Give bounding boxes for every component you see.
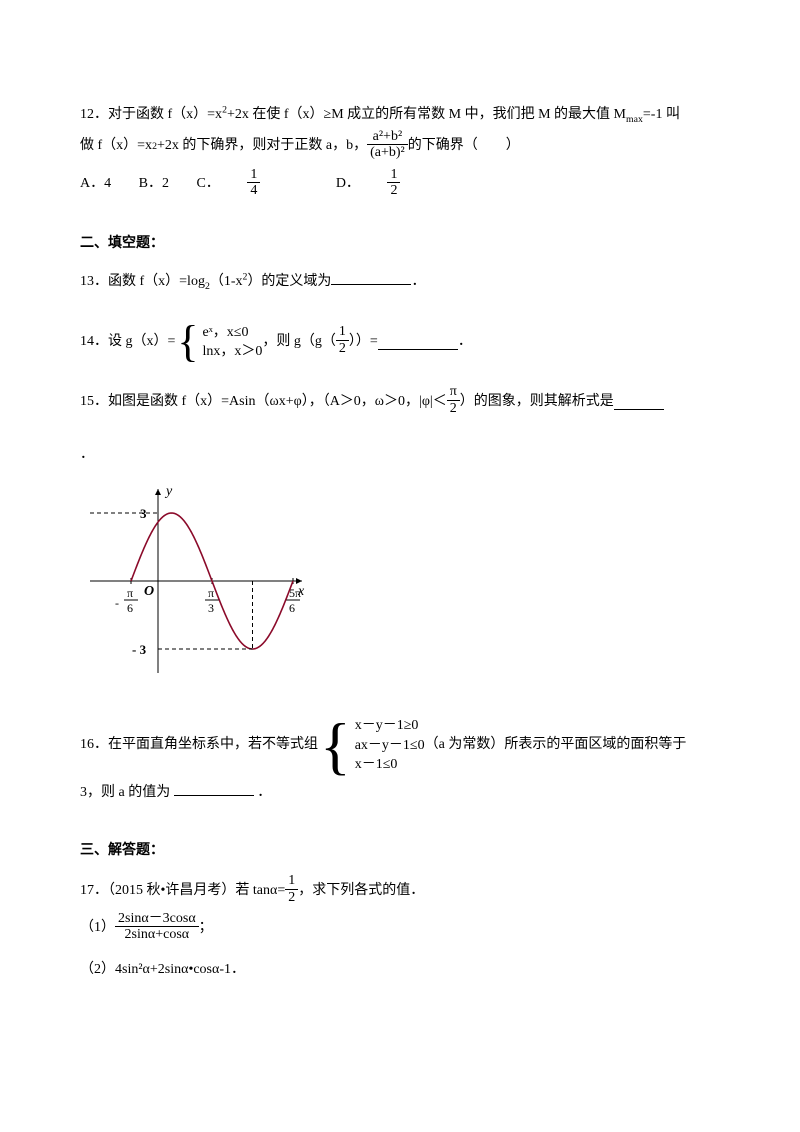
q12-line2: 做 f（x）=x2+2x 的下确界，则对于正数 a，b， a²+b² (a+b)…	[80, 131, 720, 163]
q16-line2-row: 3，则 a 的值为 ．	[80, 778, 720, 809]
q12-optc-frac: 1 4	[247, 167, 284, 199]
q17-frac-den: 2	[285, 890, 298, 905]
q15-frac-num: π	[447, 384, 460, 400]
question-14: 14．设 g（x）= { eˣ，x≤0 lnx，x＞0 ，则 g（g（ 1 2 …	[80, 320, 720, 364]
q16-c2: ax－y－1≤0	[355, 736, 425, 756]
q17-part2: （2）4sin²α+2sinα•cosα-1．	[80, 955, 720, 986]
q14-frac-num: 1	[336, 324, 349, 340]
question-17: 17．（2015 秋•许昌月考）若 tanα= 1 2 ，求下列各式的值． （1…	[80, 875, 720, 985]
q16-pre: 16．在平面直角坐标系中，若不等式组	[80, 730, 318, 761]
q12-optd-frac: 1 2	[387, 167, 424, 199]
q16-dot: ．	[257, 785, 271, 800]
svg-text:- 3: - 3	[132, 642, 147, 657]
q14-frac-den: 2	[336, 341, 349, 356]
q12-optd-den: 2	[387, 183, 400, 198]
q15-end: ）的图象，则其解析式是	[460, 387, 614, 418]
q16-suf: （a 为常数）所表示的平面区域的面积等于	[425, 730, 687, 761]
svg-text:6: 6	[289, 601, 295, 615]
q12-optd-label: D．	[336, 169, 360, 200]
q17-line1: 17．（2015 秋•许昌月考）若 tanα= 1 2 ，求下列各式的值．	[80, 875, 720, 907]
brace-icon: {	[320, 714, 351, 778]
section-2-title: 二、填空题：	[80, 229, 720, 260]
svg-text:π: π	[127, 586, 133, 600]
q12-opt-b: B．2	[139, 169, 169, 200]
q12-frac-num: a²+b²	[367, 129, 408, 145]
q14-dot: ．	[458, 327, 472, 358]
q13-pre: 13．函数 f（x）=log	[80, 274, 205, 289]
svg-text:O: O	[144, 584, 154, 599]
q17-p1-den: 2sinα+cosα	[115, 927, 199, 942]
svg-text:6: 6	[127, 601, 133, 615]
q14-case2: lnx，x＞0	[203, 342, 263, 362]
q17-part1: （1） 2sinα－3cosα 2sinα+cosα ；	[80, 913, 720, 945]
q14-cases: eˣ，x≤0 lnx，x＞0	[203, 323, 263, 362]
q12-optc-den: 4	[247, 183, 260, 198]
q14-blank	[378, 335, 458, 350]
q13-blank	[331, 270, 411, 285]
q15-dot: ．	[80, 440, 720, 471]
question-16: 16．在平面直角坐标系中，若不等式组 { x－y－1≥0 ax－y－1≤0 x－…	[80, 714, 720, 809]
q12-opt-d: D． 1 2	[336, 169, 449, 201]
q12-fraction: a²+b² (a+b)²	[367, 129, 408, 161]
q15-graph: yxO3- 3-π6π35π6	[80, 481, 720, 694]
question-15: 15．如图是函数 f（x）=Asin（ωx+φ），（A＞0，ω＞0，|φ|＜ π…	[80, 386, 720, 418]
q12-frac-den: (a+b)²	[367, 145, 408, 160]
q16-blank	[174, 781, 254, 796]
q12-opt-c: C． 1 4	[196, 169, 308, 201]
q17-p1-num: 2sinα－3cosα	[115, 911, 199, 927]
q17-frac-num: 1	[285, 873, 298, 889]
q17-pre: 17．（2015 秋•许昌月考）若 tanα=	[80, 876, 285, 907]
q15-pre: 15．如图是函数 f（x）=Asin（ωx+φ），（A＞0，ω＞0，|φ|＜	[80, 387, 447, 418]
q17-p1-frac: 2sinα－3cosα 2sinα+cosα	[115, 911, 199, 943]
q17-end: ，求下列各式的值．	[298, 876, 424, 907]
q17-p1-end: ；	[199, 913, 213, 944]
q14-case1: eˣ，x≤0	[203, 323, 263, 343]
q12-line1: 12．对于函数 f（x）=x2+2x 在使 f（x）≥M 成立的所有常数 M 中…	[80, 100, 720, 131]
page-content: 12．对于函数 f（x）=x 2 +2x 在使 f（x）≥M 成立的所有常数 M 中…	[0, 0, 800, 1067]
q12-sub-max: max	[626, 114, 643, 125]
q14-pre: 14．设 g（x）=	[80, 327, 175, 358]
svg-text:π: π	[208, 586, 214, 600]
svg-text:-: -	[115, 596, 119, 610]
q12-optc-num: 1	[247, 167, 260, 183]
svg-text:y: y	[164, 484, 173, 499]
q16-cases: x－y－1≥0 ax－y－1≤0 x－1≤0	[355, 716, 425, 775]
q16-line2: 3，则 a 的值为	[80, 785, 170, 800]
question-12: 12．对于函数 f（x）=x 2 +2x 在使 f（x）≥M 成立的所有常数 M 中…	[80, 100, 720, 201]
q15-frac-den: 2	[447, 401, 460, 416]
q12-options: A．4 B．2 C． 1 4 D． 1 2	[80, 169, 720, 201]
q13-mid: （1-x	[210, 274, 243, 289]
q13-end: ）的定义域为	[247, 274, 331, 289]
svg-text:3: 3	[208, 601, 214, 615]
q16-c3: x－1≤0	[355, 755, 425, 775]
q12-l2-end: 的下确界（ ）	[408, 131, 520, 162]
q12-l1-pre: 12．对于函数 f（x）=x	[80, 107, 222, 122]
question-13: 13．函数 f（x）=log2（1-x2）的定义域为．	[80, 267, 720, 298]
q12-l1-end: =-1 叫	[643, 107, 680, 122]
q14-mid: ，则 g（g（	[262, 327, 336, 358]
q17-p1-label: （1）	[80, 913, 115, 944]
q14-end: ））=	[349, 327, 378, 358]
q12-l2-pre: 做 f（x）=x	[80, 131, 152, 162]
sine-graph-svg: yxO3- 3-π6π35π6	[80, 481, 310, 681]
q12-l2-mid: +2x 的下确界，则对于正数 a，b，	[157, 131, 367, 162]
q15-blank	[614, 395, 664, 410]
brace-icon: {	[177, 320, 198, 364]
q12-l1-mid: +2x 在使 f（x）≥M 成立的所有常数 M 中，我们把 M 的最大值 M	[227, 107, 626, 122]
q14-frac: 1 2	[336, 324, 349, 356]
q12-opt-a: A．4	[80, 169, 111, 200]
q12-optd-num: 1	[387, 167, 400, 183]
q12-optc-label: C．	[196, 169, 219, 200]
q13-dot: ．	[411, 274, 425, 289]
q16-c1: x－y－1≥0	[355, 716, 425, 736]
q15-frac: π 2	[447, 384, 460, 416]
q16-row1: 16．在平面直角坐标系中，若不等式组 { x－y－1≥0 ax－y－1≤0 x－…	[80, 714, 720, 778]
q17-frac: 1 2	[285, 873, 298, 905]
section-3-title: 三、解答题：	[80, 836, 720, 867]
